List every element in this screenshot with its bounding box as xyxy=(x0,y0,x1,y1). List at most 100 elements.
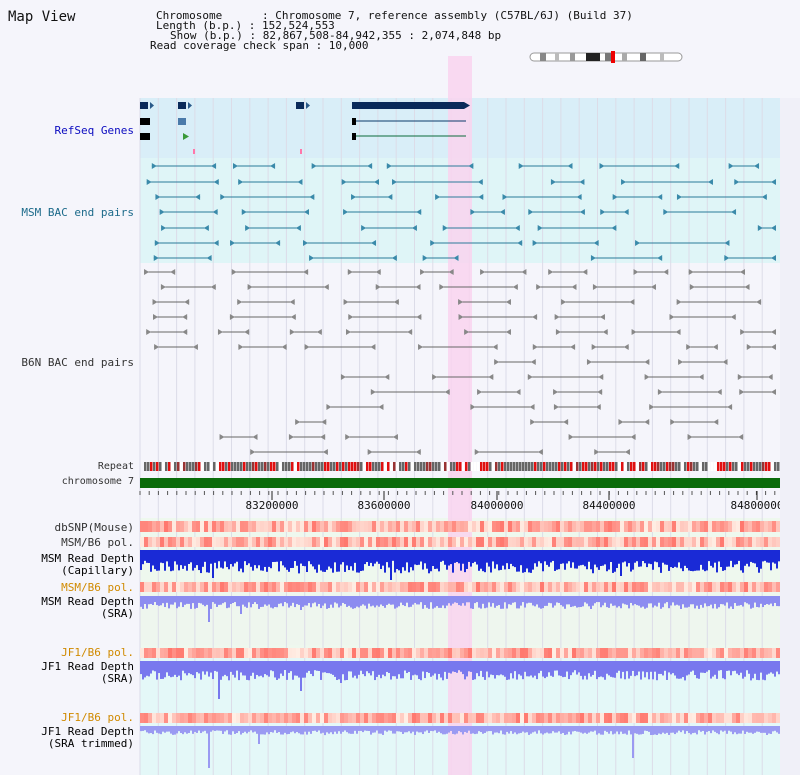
jf1-sra-depth-bar xyxy=(446,661,448,679)
msm-b6-pol-cell xyxy=(160,537,164,547)
msm-capillary-depth-bar xyxy=(228,550,230,570)
jf1-trimmed-depth-bar xyxy=(408,726,410,732)
jf1-b6-pol-cell xyxy=(352,648,356,658)
jf1-b6-pol-cell xyxy=(348,648,352,658)
jf1-trimmed-depth-bar xyxy=(160,726,162,735)
msm-b6-pol-cell xyxy=(700,537,704,547)
jf1-sra-depth-bar xyxy=(436,661,438,680)
repeat-element xyxy=(447,462,450,471)
msm-bac-end xyxy=(470,209,476,215)
jf1-b6-pol-cell xyxy=(764,713,768,723)
jf1-b6-pol-cell xyxy=(300,648,304,658)
msm-capillary-depth-bar xyxy=(530,550,532,573)
msm-b6-pol-cell xyxy=(696,537,700,547)
jf1-b6-pol-cell xyxy=(140,713,144,723)
jf1-b6-pol-cell xyxy=(208,713,212,723)
msm-sra-depth-bar xyxy=(588,596,590,607)
repeat-element xyxy=(183,462,186,471)
jf1-sra-depth-bar xyxy=(146,661,148,676)
jf1-trimmed-depth-bar xyxy=(636,726,638,734)
msm-capillary-depth-bar xyxy=(426,550,428,569)
jf1-trimmed-depth-bar xyxy=(172,726,174,735)
msm-capillary-depth-bar xyxy=(742,550,744,573)
jf1-b6-pol-cell xyxy=(276,713,280,723)
msm-sra-depth-bar xyxy=(620,596,622,609)
msm-b6-pol-cell xyxy=(484,582,488,592)
repeat-element xyxy=(216,462,219,471)
msm-capillary-depth-bar xyxy=(174,550,176,562)
jf1-trimmed-depth-bar xyxy=(688,726,690,734)
jf1-b6-pol-cell xyxy=(712,648,716,658)
jf1-trimmed-depth-bar xyxy=(538,726,540,731)
msm-capillary-depth-bar xyxy=(256,550,258,569)
jf1-sra-depth-bar xyxy=(662,661,664,676)
msm-sra-depth-bar xyxy=(754,596,756,603)
jf1-trimmed-depth-bar xyxy=(274,726,276,731)
msm-b6-pol-cell xyxy=(560,582,564,592)
jf1-trimmed-depth-bar xyxy=(654,726,656,735)
msm-sra-depth-bar xyxy=(310,596,312,608)
msm-b6-pol-cell xyxy=(612,537,616,547)
b6n-bac-end xyxy=(237,299,243,305)
jf1-sra-depth-bar xyxy=(642,661,644,672)
msm-sra-depth-bar xyxy=(410,596,412,607)
jf1-b6-pol-cell xyxy=(680,713,684,723)
msm-capillary-depth-bar xyxy=(456,550,458,563)
dbsnp-cell xyxy=(176,521,180,532)
msm-capillary-depth-bar xyxy=(454,550,456,563)
jf1-trimmed-depth-bar xyxy=(276,726,278,733)
b6n-bac-end xyxy=(555,329,561,335)
repeat-element xyxy=(387,462,390,471)
msm-b6-pol-cell xyxy=(280,582,284,592)
jf1-trimmed-depth-bar xyxy=(622,726,624,734)
msm-capillary-depth-bar xyxy=(512,550,514,567)
jf1-trimmed-depth-bar xyxy=(468,726,470,731)
msm-bac-end xyxy=(502,194,508,200)
jf1-sra-depth-bar xyxy=(216,661,218,672)
msm-b6-pol-cell xyxy=(360,582,364,592)
dbsnp-cell xyxy=(736,521,740,532)
jf1-sra-depth-bar xyxy=(196,661,198,673)
jf1-trimmed-depth-bar xyxy=(168,726,170,732)
b6n-bac-end xyxy=(698,374,704,380)
jf1-b6-pol-cell xyxy=(292,648,296,658)
msm-b6-pol-cell xyxy=(396,537,400,547)
jf1-b6-pol-cell xyxy=(392,648,396,658)
msm-sra-depth-bar xyxy=(264,596,266,605)
jf1-b6-pol-cell xyxy=(196,648,200,658)
msm-b6-pol-cell xyxy=(524,537,528,547)
msm-capillary-depth-bar xyxy=(494,550,496,569)
msm-capillary-depth-bar xyxy=(534,550,536,564)
msm-capillary-depth-bar xyxy=(216,550,218,569)
msm-bac-end xyxy=(297,179,303,185)
msm-capillary-depth-bar xyxy=(386,550,388,563)
repeat-element xyxy=(294,462,297,471)
jf1-sra-depth-bar xyxy=(378,661,380,675)
jf1-sra-depth-bar xyxy=(584,661,586,676)
jf1-b6-pol-cell xyxy=(616,648,620,658)
msm-b6-pol-cell xyxy=(168,582,172,592)
jf1-b6-pol-cell xyxy=(160,648,164,658)
msm-b6-pol-cell xyxy=(584,537,588,547)
jf1-trimmed-depth-bar xyxy=(390,726,392,731)
b6n-bac-end xyxy=(182,314,188,320)
jf1-sra-depth-bar xyxy=(344,661,346,681)
jf1-trimmed-depth-bar xyxy=(724,726,726,731)
refseq-marker xyxy=(300,149,302,154)
msm-b6-pol-cell xyxy=(472,582,476,592)
msm-sra-depth-bar xyxy=(378,596,380,607)
repeat-element xyxy=(768,462,771,471)
msm-b6-pol-cell xyxy=(548,582,552,592)
dbsnp-cell xyxy=(692,521,696,532)
msm-b6-pol-cell xyxy=(648,582,652,592)
dbsnp-cell xyxy=(360,521,364,532)
jf1-trimmed-depth-bar xyxy=(206,726,208,734)
repeat-element xyxy=(711,462,714,471)
msm-sra-depth-bar xyxy=(766,596,768,605)
msm-bac-end xyxy=(275,240,281,246)
jf1-b6-pol-cell xyxy=(524,648,528,658)
msm-b6-pol-cell xyxy=(680,537,684,547)
b6n-bac-end xyxy=(591,344,597,350)
msm-sra-depth-bar xyxy=(454,596,456,603)
